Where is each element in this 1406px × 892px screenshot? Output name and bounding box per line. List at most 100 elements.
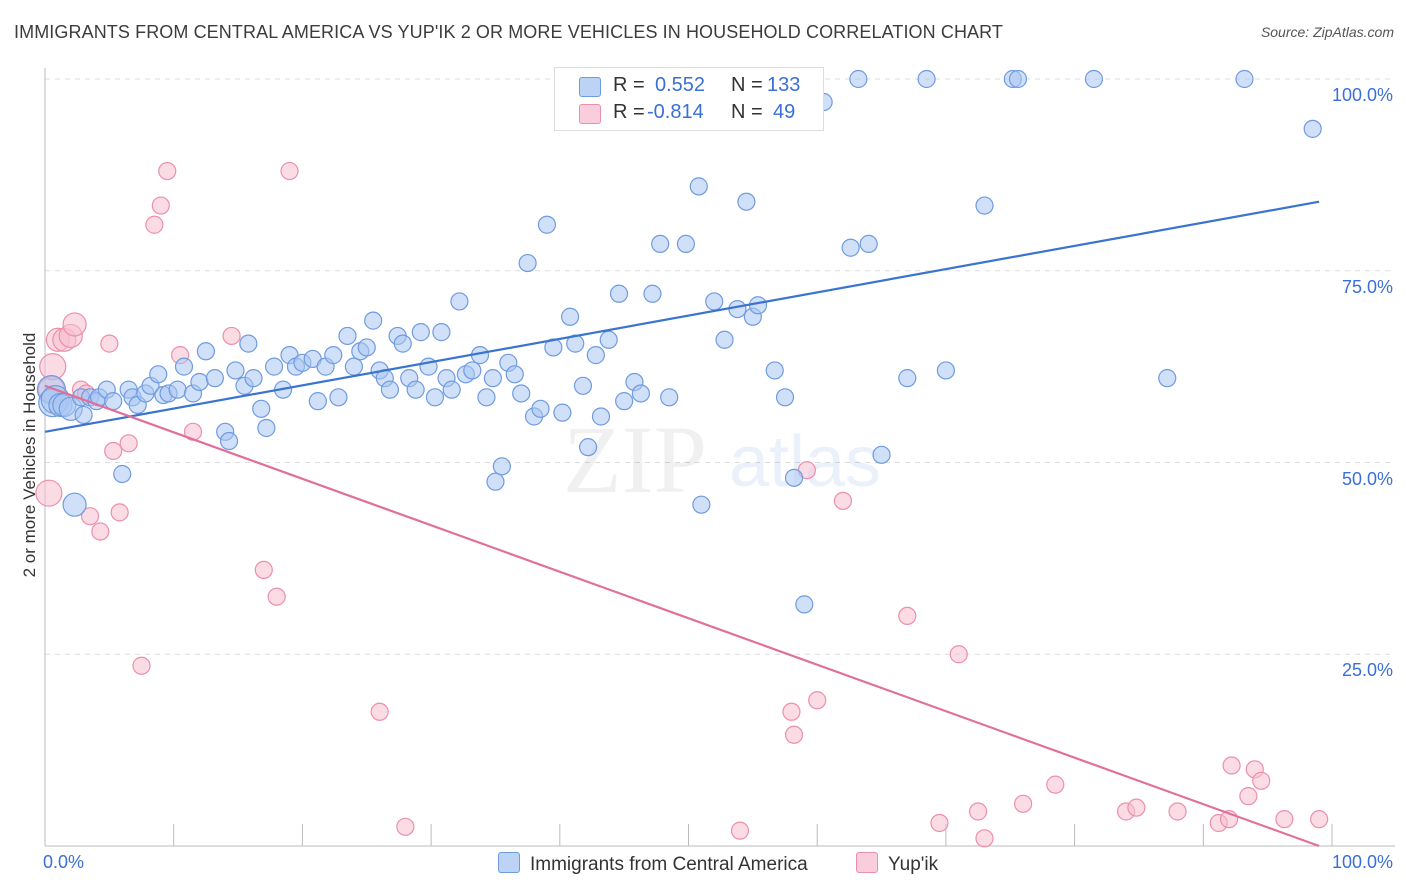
x-tick-label-min: 0.0% bbox=[43, 852, 85, 872]
bottom-legend-label: Immigrants from Central America bbox=[530, 854, 808, 875]
central-america-point bbox=[1235, 69, 1254, 89]
yupik-point bbox=[898, 606, 917, 626]
y-tick-label: 75.0% bbox=[1341, 276, 1393, 297]
central-america-point bbox=[531, 399, 550, 418]
central-america-point bbox=[715, 330, 734, 349]
central-america-point bbox=[425, 388, 445, 407]
yupik-point bbox=[808, 691, 827, 710]
central-america-point bbox=[226, 361, 245, 380]
central-america-point bbox=[643, 284, 662, 303]
central-america-point bbox=[975, 196, 994, 215]
central-america-point bbox=[190, 372, 209, 392]
central-america-point bbox=[308, 392, 327, 411]
yupik-point bbox=[1310, 810, 1329, 829]
legend-row-central-america: R = 0.552 N = 133 bbox=[555, 74, 823, 100]
bottom-legend-swatch-blue bbox=[498, 852, 520, 873]
central-america-point bbox=[1084, 69, 1104, 89]
correlation-legend: R = 0.552 N = 133 R = -0.814 N = 49 bbox=[554, 67, 824, 131]
central-america-point bbox=[104, 392, 123, 411]
central-america-point bbox=[357, 338, 376, 357]
central-america-point bbox=[609, 284, 629, 303]
central-america-point bbox=[483, 369, 502, 388]
yupik-point bbox=[254, 560, 273, 579]
yupik-point bbox=[104, 441, 123, 461]
central-america-point bbox=[917, 69, 936, 89]
central-america-point bbox=[344, 357, 363, 376]
legend-swatch-blue bbox=[579, 77, 601, 97]
central-america-point bbox=[393, 334, 412, 353]
central-america-point bbox=[168, 380, 187, 399]
legend-r-value: 0.552 bbox=[655, 74, 706, 96]
central-america-point bbox=[728, 300, 747, 319]
yupik-point bbox=[1014, 794, 1033, 813]
yupik-point bbox=[1275, 810, 1294, 829]
yupik-point bbox=[222, 326, 241, 346]
central-america-point bbox=[651, 234, 670, 254]
watermark-zip: ZIP bbox=[563, 406, 707, 513]
central-america-point bbox=[450, 292, 469, 311]
bottom-legend-yupik: Yup'ik bbox=[856, 852, 938, 876]
series-central-america-points bbox=[36, 69, 1322, 614]
central-america-point bbox=[615, 392, 634, 411]
central-america-point bbox=[364, 311, 383, 330]
central-america-point bbox=[573, 376, 593, 395]
central-america-point bbox=[859, 234, 878, 254]
yupik-point bbox=[370, 702, 389, 721]
yupik-point bbox=[833, 491, 853, 510]
central-america-point bbox=[795, 595, 814, 614]
central-america-point bbox=[477, 388, 496, 407]
central-america-point bbox=[442, 380, 461, 399]
central-america-point bbox=[174, 357, 194, 376]
central-america-point bbox=[74, 405, 93, 425]
yupik-point bbox=[151, 196, 170, 215]
grid-lines bbox=[45, 78, 1395, 655]
x-tick-label-max: 100.0% bbox=[1331, 852, 1393, 872]
central-america-point bbox=[591, 407, 611, 426]
central-america-point bbox=[244, 369, 263, 388]
yupik-point bbox=[158, 161, 177, 181]
central-america-point bbox=[62, 492, 87, 517]
yupik-point bbox=[968, 802, 988, 821]
yupik-point bbox=[784, 725, 804, 744]
yupik-point bbox=[80, 507, 100, 526]
yupik-point bbox=[145, 215, 164, 234]
y-tick-label: 25.0% bbox=[1341, 660, 1393, 681]
chart-source: Source: ZipAtlas.com bbox=[1260, 24, 1394, 40]
central-america-point bbox=[196, 342, 215, 361]
yupik-point bbox=[91, 522, 110, 541]
legend-n-label: N = bbox=[731, 74, 763, 96]
yupik-point bbox=[1168, 802, 1187, 821]
central-america-point bbox=[239, 334, 258, 353]
yupik-point bbox=[1222, 756, 1241, 775]
y-tick-label: 50.0% bbox=[1341, 468, 1393, 489]
central-america-point bbox=[537, 215, 557, 234]
central-america-point bbox=[219, 431, 239, 451]
trend-line-yupik bbox=[44, 384, 1320, 848]
central-america-point bbox=[586, 346, 605, 365]
central-america-point bbox=[329, 388, 348, 407]
central-america-point bbox=[463, 361, 482, 380]
central-america-point bbox=[411, 323, 430, 342]
central-america-point bbox=[486, 472, 505, 491]
yupik-point bbox=[1252, 771, 1271, 790]
central-america-point bbox=[849, 69, 868, 89]
central-america-point bbox=[748, 296, 768, 315]
legend-n-value: 49 bbox=[773, 101, 796, 123]
central-america-point bbox=[512, 384, 531, 403]
legend-n-value: 133 bbox=[767, 74, 801, 96]
central-america-point bbox=[898, 369, 917, 388]
central-america-point bbox=[553, 403, 572, 422]
central-america-point bbox=[676, 234, 696, 254]
central-america-point bbox=[775, 388, 795, 407]
yupik-point bbox=[1239, 787, 1258, 806]
central-america-point bbox=[765, 361, 784, 380]
y-tick-label: 100.0% bbox=[1331, 85, 1393, 105]
central-america-point bbox=[692, 495, 711, 514]
legend-r-label: R = bbox=[613, 101, 645, 123]
yupik-point bbox=[975, 829, 994, 848]
central-america-point bbox=[492, 457, 511, 476]
yupik-point bbox=[930, 813, 949, 833]
central-america-point bbox=[257, 418, 276, 438]
yupik-point bbox=[267, 587, 286, 606]
